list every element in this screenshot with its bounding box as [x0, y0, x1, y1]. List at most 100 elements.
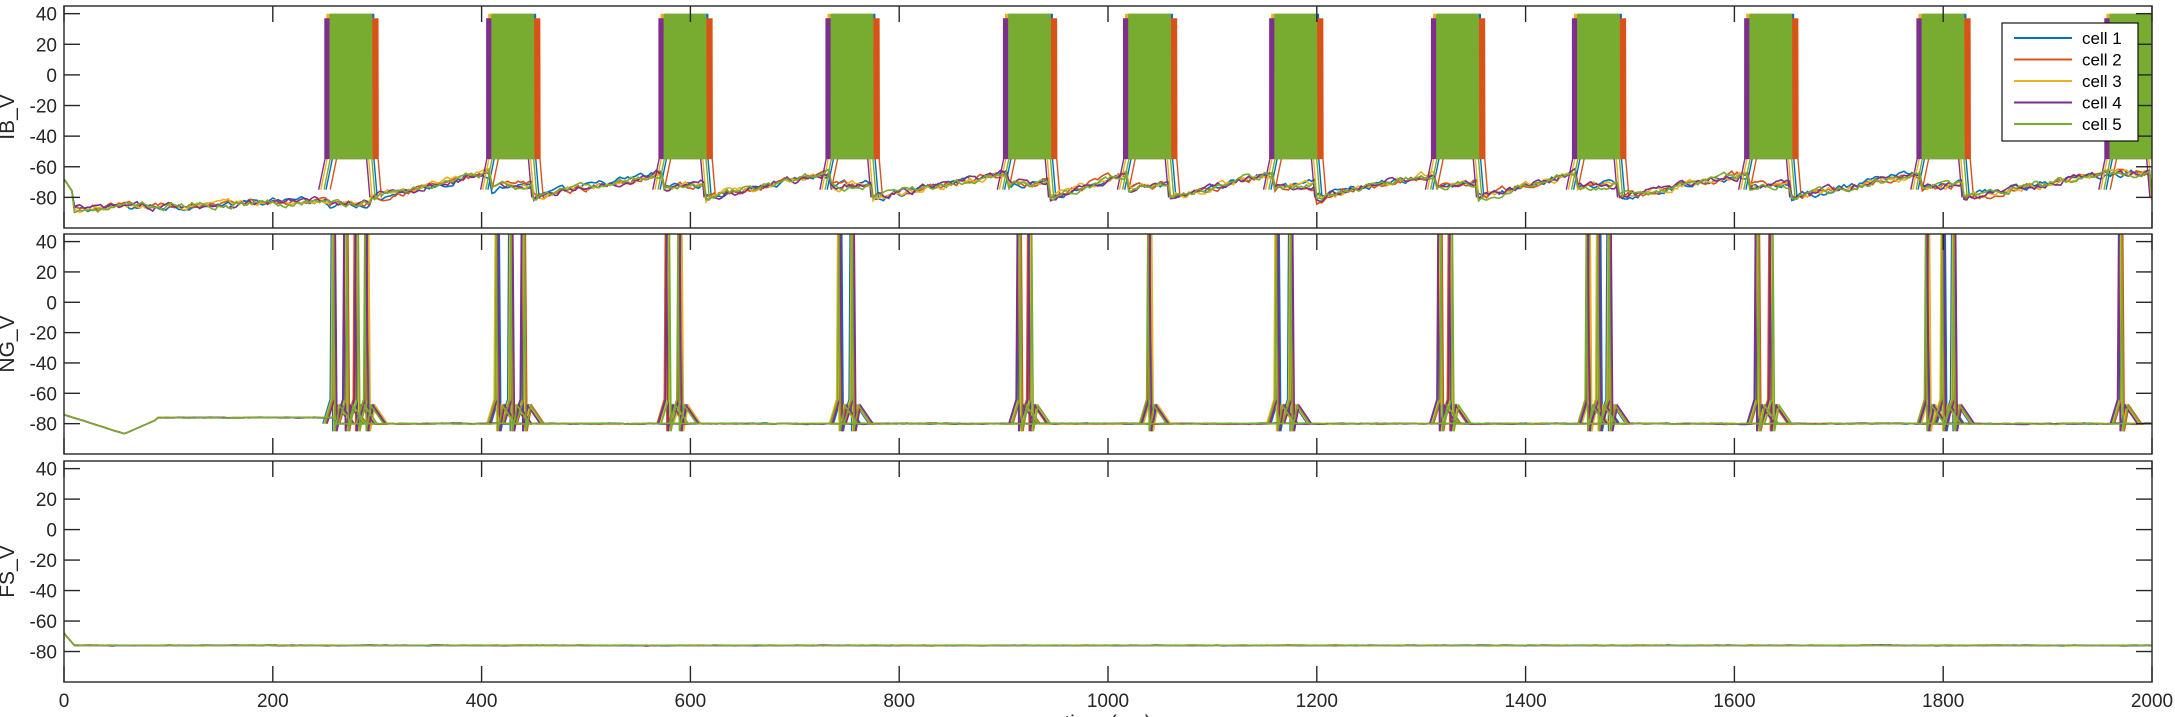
spike-cell-5-17 — [1443, 234, 1472, 432]
legend-label-cell-5: cell 5 — [2082, 115, 2122, 134]
y-tick-label: -80 — [30, 188, 57, 209]
y-tick-label: -20 — [30, 551, 57, 572]
spike-cell-5-8 — [668, 234, 698, 432]
burst-cell-5-1 — [485, 13, 538, 198]
spike-cell-5-12 — [1022, 234, 1052, 432]
legend-label-cell-3: cell 3 — [2082, 72, 2122, 91]
panel-ng-v: -80 -60 -40 -20 0 20 40 NG_V — [0, 233, 2153, 455]
spike-cell-5-0 — [324, 234, 353, 432]
traces — [64, 234, 2152, 435]
y-tick-label: 20 — [36, 35, 57, 56]
spike-cell-5-20 — [1600, 234, 1629, 432]
spike-cell-5-15 — [1281, 234, 1311, 432]
burst-cell-5-6 — [1268, 13, 1321, 198]
y-tick-label: 0 — [46, 521, 57, 542]
x-tick-label: 800 — [883, 691, 915, 712]
x-tick-label: 1200 — [1296, 691, 1338, 712]
y-tick-label: -60 — [30, 158, 57, 179]
burst-cell-5-4 — [1001, 13, 1055, 198]
spike-cell-1-26 — [2110, 234, 2140, 432]
y-tick-label: 40 — [36, 233, 57, 254]
axes-box — [63, 233, 2153, 455]
spike-cell-5-3 — [355, 234, 385, 432]
x-tick-label: 1400 — [1504, 691, 1546, 712]
spike-cell-4-20 — [1602, 234, 1631, 432]
spike-cell-4-3 — [357, 234, 387, 432]
series-cell-2 — [64, 632, 2152, 647]
spike-cell-5-23 — [1916, 234, 1945, 432]
y-tick-label: 40 — [36, 5, 57, 26]
burst-cell-5-3 — [824, 13, 877, 198]
y-tick-label: 40 — [36, 460, 57, 481]
spike-cell-1-6 — [513, 234, 542, 432]
spike-cell-5-14 — [1266, 234, 1296, 432]
x-tick-label: 400 — [466, 691, 498, 712]
y-tick-label: -80 — [30, 415, 57, 436]
spike-cell-5-13 — [1138, 234, 1168, 432]
spike-cell-5-4 — [487, 234, 516, 432]
spike-cell-2-13 — [1139, 234, 1169, 432]
spike-cell-5-9 — [829, 234, 859, 432]
y-tick-label: -60 — [30, 384, 57, 405]
spike-cell-4-10 — [845, 234, 874, 432]
x-tick-label: 2000 — [2131, 691, 2173, 712]
y-tick-label: 20 — [36, 490, 57, 511]
y-tick-label: -20 — [30, 324, 57, 345]
burst-cell-5-9 — [1743, 13, 1796, 198]
x-tick-label: 200 — [257, 691, 289, 712]
legend: cell 1 cell 2 cell 3 cell 4 cell 5 — [2001, 22, 2139, 142]
y-tick-label: -40 — [30, 354, 57, 375]
spike-cell-5-5 — [501, 234, 531, 432]
series-cell-4 — [64, 632, 2152, 647]
traces — [64, 13, 2152, 214]
burst-cell-5-7 — [1429, 13, 1483, 198]
x-tick-label: 1800 — [1922, 691, 1964, 712]
y-tick-label: -40 — [30, 127, 57, 148]
y-axis-label: IB_V — [0, 94, 19, 140]
series-cell-3 — [64, 632, 2152, 647]
y-tick-label: 20 — [36, 263, 57, 284]
series-cell-1 — [64, 632, 2152, 647]
spike-cell-4-23 — [1918, 234, 1947, 432]
spike-cell-5-6 — [515, 234, 544, 432]
x-axis-label: time (ms) — [1064, 712, 1152, 717]
x-tick-label: 600 — [675, 691, 707, 712]
legend-label-cell-2: cell 2 — [2082, 51, 2122, 70]
spike-cell-4-25 — [1946, 234, 1976, 432]
y-tick-label: -80 — [30, 643, 57, 664]
spike-cell-5-26 — [2112, 234, 2142, 432]
x-tick-label: 0 — [59, 691, 70, 712]
burst-cell-5-5 — [1121, 13, 1175, 198]
series-cell-5 — [64, 632, 2152, 647]
spike-cell-5-10 — [843, 234, 872, 432]
series-cell-5 — [64, 413, 2152, 435]
burst-cell-5-8 — [1570, 13, 1624, 198]
spike-cell-4-15 — [1283, 234, 1313, 432]
spike-cell-5-22 — [1763, 234, 1793, 432]
y-tick-label: -60 — [30, 612, 57, 633]
x-tick-label: 1600 — [1713, 691, 1755, 712]
traces — [64, 632, 2152, 647]
spike-cell-2-3 — [356, 234, 386, 432]
y-tick-label: -20 — [30, 97, 57, 118]
legend-label-cell-4: cell 4 — [2082, 94, 2122, 113]
spike-cell-4-13 — [1140, 234, 1170, 432]
y-axis-label: NG_V — [0, 315, 19, 372]
spike-cell-5-21 — [1749, 234, 1778, 432]
axes-box — [63, 460, 2153, 683]
y-tick-label: 0 — [46, 293, 57, 314]
burst-cell-5-0 — [323, 13, 376, 198]
spike-cell-2-8 — [669, 234, 699, 432]
spike-cell-5-25 — [1944, 234, 1974, 432]
spike-cell-5-2 — [349, 234, 378, 432]
legend-label-cell-1: cell 1 — [2082, 29, 2122, 48]
y-tick-label: -40 — [30, 582, 57, 603]
x-tick-label: 1000 — [1087, 691, 1129, 712]
burst-cell-5-2 — [657, 13, 710, 198]
y-tick-label: 0 — [46, 66, 57, 87]
y-axis-label: FS_V — [0, 545, 19, 598]
spike-cell-4-8 — [670, 234, 700, 432]
